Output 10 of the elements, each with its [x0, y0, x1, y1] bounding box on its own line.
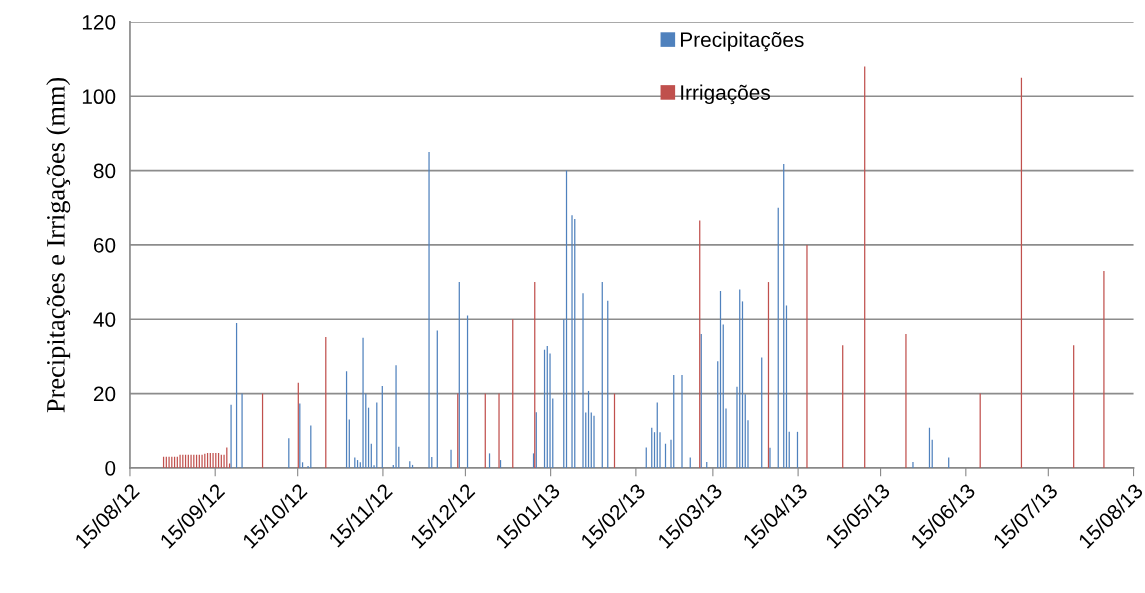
y-tick-label: 100: [82, 89, 116, 105]
y-axis-title: Precipitações e Irrigações (mm): [46, 77, 71, 413]
y-tick-label: 60: [93, 237, 116, 253]
y-tick-label: 20: [93, 386, 116, 402]
y-tick-label: 0: [105, 460, 116, 476]
y-tick-label: 120: [82, 14, 116, 30]
y-tick-label: 40: [93, 312, 116, 327]
legend-label: Precipitações: [681, 31, 804, 52]
y-tick-label: 80: [93, 163, 116, 179]
legend-label: Irrigações: [681, 84, 771, 105]
